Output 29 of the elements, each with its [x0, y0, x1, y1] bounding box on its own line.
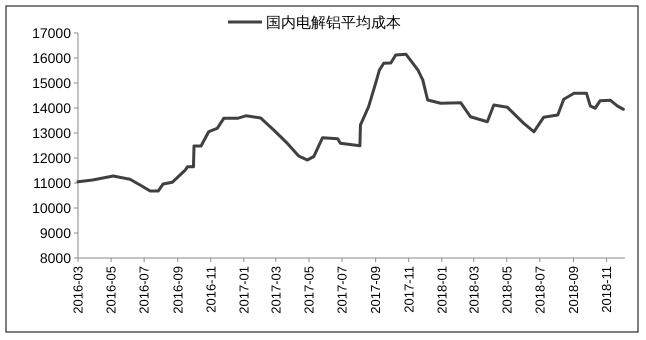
x-tick-label: 2017-07 [334, 266, 350, 314]
y-tick-label: 9000 [40, 224, 72, 241]
x-tick-label: 2017-11 [401, 266, 416, 313]
x-tick-label: 2016-07 [136, 266, 152, 314]
x-tick-label: 2017-09 [368, 266, 384, 314]
y-tick-label: 15000 [32, 74, 72, 91]
x-tick-label: 2018-01 [434, 266, 450, 314]
y-tick-label: 11000 [33, 174, 72, 191]
legend-label: 国内电解铝平均成本 [266, 14, 401, 32]
x-tick-label: 2016-03 [70, 266, 86, 314]
y-tick-label: 8000 [40, 250, 72, 266]
y-tick-label: 14000 [32, 100, 72, 116]
x-tick-label: 2018-11 [599, 266, 614, 313]
x-tick-label: 2016-05 [104, 266, 119, 314]
x-tick-label: 2017-05 [301, 266, 316, 314]
line-series [76, 52, 625, 192]
x-tick-label: 2017-01 [236, 266, 252, 314]
y-tick-label: 16000 [32, 50, 72, 66]
x-tick-label: 2018-09 [566, 266, 582, 314]
y-tick-label: 12000 [32, 150, 72, 166]
y-tick-label: 10000 [32, 200, 72, 216]
x-tick-label: 2018-07 [532, 266, 548, 314]
y-tick-label: 17000 [32, 24, 72, 41]
x-tick-label: 2018-05 [499, 266, 514, 314]
x-tick-label: 2017-03 [268, 266, 284, 314]
y-tick-label: 13000 [32, 124, 72, 141]
x-tick-label: 2018-03 [466, 266, 482, 314]
x-tick-label: 2016-11 [203, 266, 218, 313]
x-tick-label: 2016-09 [170, 266, 186, 314]
